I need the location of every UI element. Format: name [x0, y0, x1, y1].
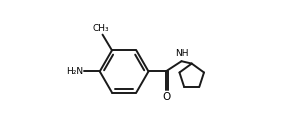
Text: NH: NH — [175, 49, 189, 58]
Text: H₂N: H₂N — [66, 67, 83, 76]
Text: O: O — [163, 92, 171, 102]
Text: CH₃: CH₃ — [93, 24, 109, 33]
